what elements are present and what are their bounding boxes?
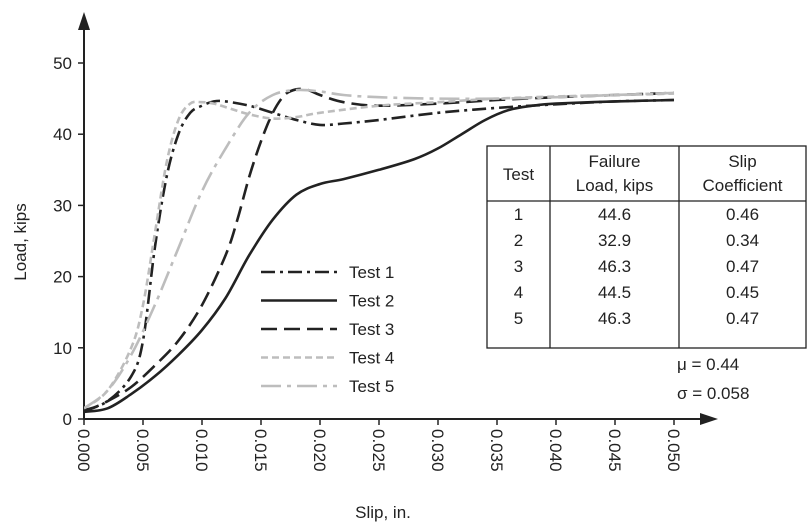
table-cell: 44.5 — [598, 283, 631, 302]
table-header-cell: Coefficient — [702, 176, 782, 195]
table-cell: 0.45 — [726, 283, 759, 302]
table-cell: 1 — [514, 205, 523, 224]
table-cell: 0.46 — [726, 205, 759, 224]
table-cell: 32.9 — [598, 231, 631, 250]
series-line-test-3 — [84, 87, 675, 414]
table-header-cell: Failure — [589, 152, 641, 171]
y-tick-label: 20 — [53, 268, 72, 287]
legend-label-test-3: Test 3 — [349, 320, 394, 339]
x-ticks: 0.000 0.005 0.010 0.015 0.020 0.025 0.030 0.035… — [74, 419, 683, 472]
y-tick-label: 0 — [63, 410, 72, 429]
table-cell: 0.47 — [726, 309, 759, 328]
x-tick-label: 0.045 — [605, 429, 624, 472]
table-header-cell: Load, kips — [576, 176, 654, 195]
table-header-cell: Slip — [728, 152, 756, 171]
x-tick-label: 0.040 — [546, 429, 565, 472]
y-axis-title: Load, kips — [11, 203, 30, 281]
table-cell: 44.6 — [598, 205, 631, 224]
legend: Test 1 Test 2 Test 3 Test 4 Test 5 — [261, 263, 394, 396]
y-tick-label: 50 — [53, 54, 72, 73]
x-tick-label: 0.005 — [133, 429, 152, 472]
series-line-test-2 — [84, 98, 675, 414]
y-axis-arrow — [78, 12, 90, 30]
x-axis-title: Slip, in. — [355, 503, 411, 522]
table-cell: 0.34 — [726, 231, 759, 250]
mu-annotation: μ = 0.44 — [677, 355, 739, 374]
table-frame — [486, 145, 807, 349]
sigma-annotation: σ = 0.058 — [677, 384, 749, 403]
axes — [78, 12, 718, 425]
legend-label-test-5: Test 5 — [349, 377, 394, 396]
y-ticks: 0 10 20 30 40 50 — [53, 54, 84, 429]
table-header-cell: Test — [503, 165, 534, 184]
table-cell: 5 — [514, 309, 523, 328]
x-tick-label: 0.015 — [251, 429, 270, 472]
x-tick-label: 0.050 — [664, 429, 683, 472]
legend-label-test-1: Test 1 — [349, 263, 394, 282]
x-tick-label: 0.025 — [369, 429, 388, 472]
table-cell: 2 — [514, 231, 523, 250]
x-tick-label: 0.010 — [192, 429, 211, 472]
x-tick-label: 0.020 — [310, 429, 329, 472]
x-tick-label: 0.000 — [74, 429, 93, 472]
table-cell: 4 — [514, 283, 523, 302]
legend-label-test-2: Test 2 — [349, 292, 394, 311]
legend-label-test-4: Test 4 — [349, 349, 394, 368]
table-header: Test Failure Load, kips Slip Coefficient — [503, 152, 783, 195]
table-cell: 3 — [514, 257, 523, 276]
y-tick-label: 40 — [53, 125, 72, 144]
table-cell: 0.47 — [726, 257, 759, 276]
series-line-test-5 — [84, 88, 675, 410]
x-tick-label: 0.030 — [428, 429, 447, 472]
table-cell: 46.3 — [598, 257, 631, 276]
y-tick-label: 10 — [53, 339, 72, 358]
table-body: 1 44.6 0.46 2 32.9 0.34 3 46.3 0.47 4 44.5 0.45 5 46.… — [514, 205, 759, 328]
table-cell: 46.3 — [598, 309, 631, 328]
y-tick-label: 30 — [53, 196, 72, 215]
x-tick-label: 0.035 — [487, 429, 506, 472]
series-layer — [84, 87, 675, 414]
series-line-test-1 — [84, 98, 675, 412]
x-axis-arrow — [700, 413, 718, 425]
